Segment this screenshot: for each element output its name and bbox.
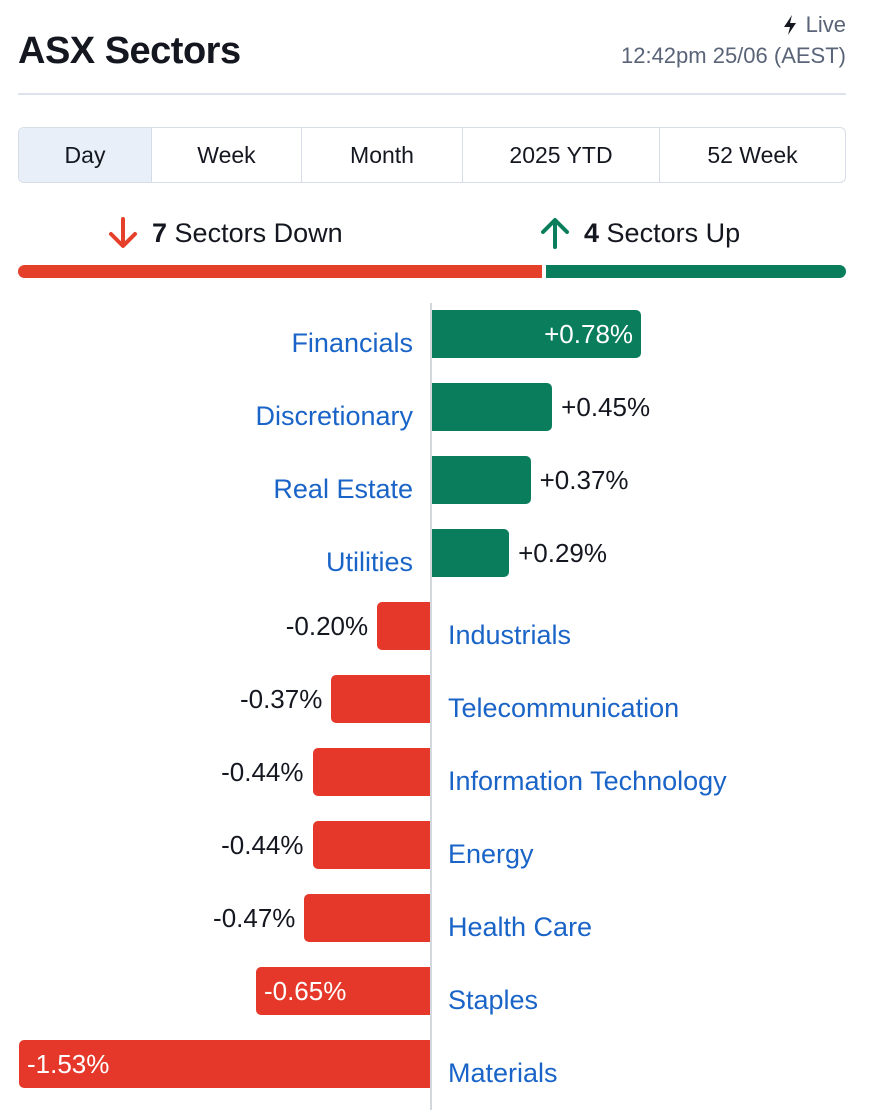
lightning-icon xyxy=(783,15,796,35)
value-label: -1.53% xyxy=(27,1049,110,1079)
value-label: -0.37% xyxy=(239,684,323,714)
header-divider xyxy=(18,93,846,95)
sector-link-materials[interactable]: Materials xyxy=(448,1058,558,1088)
sector-link-staples[interactable]: Staples xyxy=(448,985,539,1015)
sector-link-information-technology[interactable]: Information Technology xyxy=(448,766,727,796)
value-label: -0.44% xyxy=(221,830,304,860)
sector-link-industrials[interactable]: Industrials xyxy=(448,620,572,650)
value-label: -0.65% xyxy=(263,976,347,1006)
sector-link-health-care[interactable]: Health Care xyxy=(448,912,593,942)
split-bar-up xyxy=(546,265,846,278)
sector-link-financials[interactable]: Financials xyxy=(291,328,413,358)
sectors-up-summary: 4 Sectors Up xyxy=(538,215,740,251)
split-bar-down xyxy=(18,265,542,278)
page-title: ASX Sectors xyxy=(18,30,241,72)
timestamp: 12:42pm 25/06 (AEST) xyxy=(620,43,846,68)
sectors-down-label: Sectors Down xyxy=(174,217,343,248)
tab-week[interactable]: Week xyxy=(152,128,302,182)
value-label: +0.37% xyxy=(539,465,629,495)
tab-52-week[interactable]: 52 Week xyxy=(707,141,798,168)
bar-materials xyxy=(19,1040,431,1088)
bar-staples xyxy=(255,967,431,1015)
sectors-up-count: 4 xyxy=(584,217,600,248)
bar-health-care xyxy=(304,894,431,942)
sector-link-utilities[interactable]: Utilities xyxy=(325,547,413,577)
bar-energy xyxy=(312,821,431,869)
live-indicator: Live xyxy=(780,12,846,38)
sector-link-real-estate[interactable]: Real Estate xyxy=(273,474,413,504)
sector-link-discretionary[interactable]: Discretionary xyxy=(255,401,413,431)
sector-link-energy[interactable]: Energy xyxy=(448,839,534,869)
sector-link-telecommunication[interactable]: Telecommunication xyxy=(448,693,680,723)
tab-2025-ytd[interactable]: 2025 YTD xyxy=(463,128,660,182)
bar-discretionary xyxy=(431,383,553,431)
bar-industrials xyxy=(377,602,431,650)
sectors-up-label: Sectors Up xyxy=(606,217,741,248)
bar-utilities xyxy=(431,529,510,577)
arrow-down-icon xyxy=(109,217,137,248)
bar-telecommunication xyxy=(331,675,431,723)
tab-day[interactable]: Day xyxy=(19,128,152,182)
sector-split-bar xyxy=(18,265,846,278)
value-label: -0.44% xyxy=(221,757,304,787)
value-label: +0.45% xyxy=(561,392,651,422)
value-label: +0.78% xyxy=(544,319,634,349)
value-label: +0.29% xyxy=(518,538,607,568)
chart-zero-axis xyxy=(430,303,432,1110)
sectors-down-count: 7 xyxy=(152,217,168,248)
bar-financials xyxy=(431,310,642,358)
sectors-down-summary: 7 Sectors Down xyxy=(106,215,343,251)
live-label: Live xyxy=(805,12,846,37)
value-label: -0.47% xyxy=(213,903,296,933)
bar-information-technology xyxy=(312,748,431,796)
bar-real-estate xyxy=(431,456,531,504)
arrow-up-icon xyxy=(541,218,569,249)
value-label: -0.20% xyxy=(285,611,369,641)
tab-month[interactable]: Month xyxy=(302,128,463,182)
period-tabs: Day Week Month 2025 YTD 52 Week xyxy=(18,127,846,183)
